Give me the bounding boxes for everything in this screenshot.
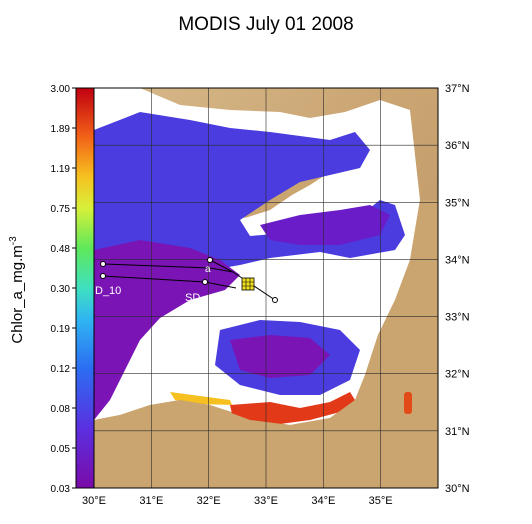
nile-delta-bloom-edge [170,392,232,405]
dead-sea [404,392,412,414]
station-label-d10: D_10 [95,285,121,297]
colorbar-tick-label: 0.05 [51,444,71,455]
chlorophyll-north-band [260,205,390,245]
colorbar-ticks: 3.00 1.89 1.19 0.75 0.48 0.30 0.19 0.12 0.08 0.05… [51,84,76,495]
chlorophyll-south-core [230,335,330,378]
colorbar-tick-label: 3.00 [51,84,71,95]
latitude-labels: 37°N 36°N 35°N 34°N 33°N 32°N 31°N 30°N [445,83,470,495]
longitude-label: 31°E [139,495,163,507]
ld-grid-marker [241,277,255,291]
colorbar-tick-label: 1.19 [51,164,71,175]
station-label-sd: SD [185,292,200,304]
colorbar-tick-label: 0.75 [51,204,71,215]
colorbar-tick-label: 0.19 [51,324,71,335]
egypt-land [94,200,438,488]
latitude-label: 37°N [445,83,470,95]
colorbar-tick-label: 1.89 [51,124,71,135]
longitude-label: 30°E [82,495,106,507]
longitude-label: 33°E [254,495,278,507]
longitude-label: 34°E [311,495,335,507]
station-label-ld: LD [236,292,250,304]
latitude-label: 33°N [445,312,470,324]
colorbar-tick-label: 0.03 [51,484,71,495]
nile-delta-bloom [230,392,355,424]
map-title: MODIS July 01 2008 [178,14,354,35]
chlorophyll-low [94,112,405,410]
map-frame [93,87,439,489]
colorbar-tick-label: 0.12 [51,364,71,375]
station-label-b: b [270,308,276,319]
longitude-label: 32°E [197,495,221,507]
latitude-label: 30°N [445,483,470,495]
chlorophyll-very-low [94,240,240,420]
latitude-label: 36°N [445,140,470,152]
longitude-labels: 30°E 31°E 32°E 33°E 34°E 35°E [82,495,393,507]
colorbar-tick-label: 0.08 [51,404,71,415]
graticule [94,88,438,488]
longitude-label: 35°E [369,495,393,507]
station-markers [100,257,278,303]
colorbar [76,88,94,488]
latitude-label: 35°N [445,197,470,209]
colorbar-tick-label: 0.30 [51,284,71,295]
latitude-label: 34°N [445,254,470,266]
station-label-a: a [205,264,211,275]
latitude-label: 31°N [445,426,470,438]
latitude-label: 32°N [445,369,470,381]
colorbar-tick-label: 0.48 [51,244,71,255]
